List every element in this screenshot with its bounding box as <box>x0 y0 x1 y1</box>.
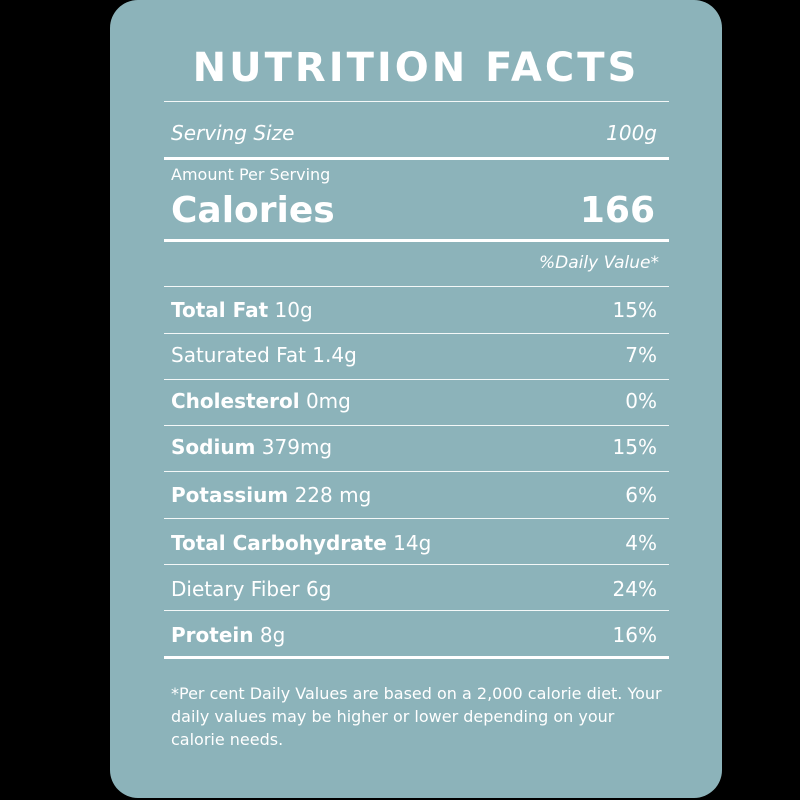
nutrient-amount: 10g <box>274 298 313 322</box>
nutrient-row-sodium: Sodium 379mg 15% <box>171 434 657 460</box>
divider <box>164 286 669 287</box>
nutrient-dv: 16% <box>612 623 657 647</box>
nutrient-row-total-fat: Total Fat 10g 15% <box>171 297 657 323</box>
divider <box>164 333 669 334</box>
nutrient-name: Protein <box>171 623 254 647</box>
nutrient-name: Total Fat <box>171 298 269 322</box>
nutrient-dv: 24% <box>612 577 657 601</box>
calories-label: Calories <box>171 190 335 231</box>
nutrient-amount: 228 mg <box>294 483 372 507</box>
nutrient-name: Saturated Fat <box>171 343 306 367</box>
nutrient-amount: 379mg <box>261 435 333 459</box>
divider-thick <box>164 157 669 160</box>
nutrient-amount: 6g <box>305 577 332 601</box>
nutrient-amount: 14g <box>393 531 432 555</box>
divider <box>164 471 669 472</box>
nutrient-name: Total Carbohydrate <box>171 531 387 555</box>
daily-value-header: %Daily Value* <box>539 253 659 273</box>
nutrient-row-saturated-fat: Saturated Fat 1.4g 7% <box>171 342 657 368</box>
nutrient-dv: 4% <box>625 531 657 555</box>
divider <box>164 379 669 380</box>
calories-row: Calories 166 <box>171 188 655 234</box>
divider-thick <box>164 656 669 659</box>
divider <box>164 101 669 102</box>
nutrient-amount: 1.4g <box>312 343 357 367</box>
divider <box>164 518 669 519</box>
nutrient-name: Potassium <box>171 483 289 507</box>
nutrient-dv: 0% <box>625 389 657 413</box>
label-title: NUTRITION FACTS <box>192 45 640 91</box>
nutrient-dv: 15% <box>612 435 657 459</box>
divider-thick <box>164 239 669 242</box>
nutrient-name: Cholesterol <box>171 389 300 413</box>
nutrient-dv: 15% <box>612 298 657 322</box>
calories-value: 166 <box>579 190 655 231</box>
footnote: *Per cent Daily Values are based on a 2,… <box>171 684 662 749</box>
nutrient-amount: 8g <box>259 623 286 647</box>
nutrient-row-protein: Protein 8g 16% <box>171 622 657 648</box>
nutrient-row-potassium: Potassium 228 mg 6% <box>171 482 657 508</box>
nutrient-dv: 7% <box>625 343 657 367</box>
serving-size-value: 100g <box>606 121 657 145</box>
nutrition-facts-card: NUTRITION FACTS Serving Size 100g Amount… <box>110 0 722 798</box>
serving-size-label: Serving Size <box>171 121 295 145</box>
nutrient-name: Dietary Fiber <box>171 577 300 601</box>
serving-size-row: Serving Size 100g <box>171 120 657 146</box>
divider <box>164 425 669 426</box>
amount-per-serving: Amount Per Serving <box>171 165 331 184</box>
nutrient-row-cholesterol: Cholesterol 0mg 0% <box>171 388 657 414</box>
nutrient-dv: 6% <box>625 483 657 507</box>
nutrient-row-total-carbohydrate: Total Carbohydrate 14g 4% <box>171 530 657 556</box>
nutrient-name: Sodium <box>171 435 256 459</box>
divider <box>164 610 669 611</box>
divider <box>164 564 669 565</box>
nutrient-amount: 0mg <box>305 389 351 413</box>
nutrient-row-dietary-fiber: Dietary Fiber 6g 24% <box>171 576 657 602</box>
